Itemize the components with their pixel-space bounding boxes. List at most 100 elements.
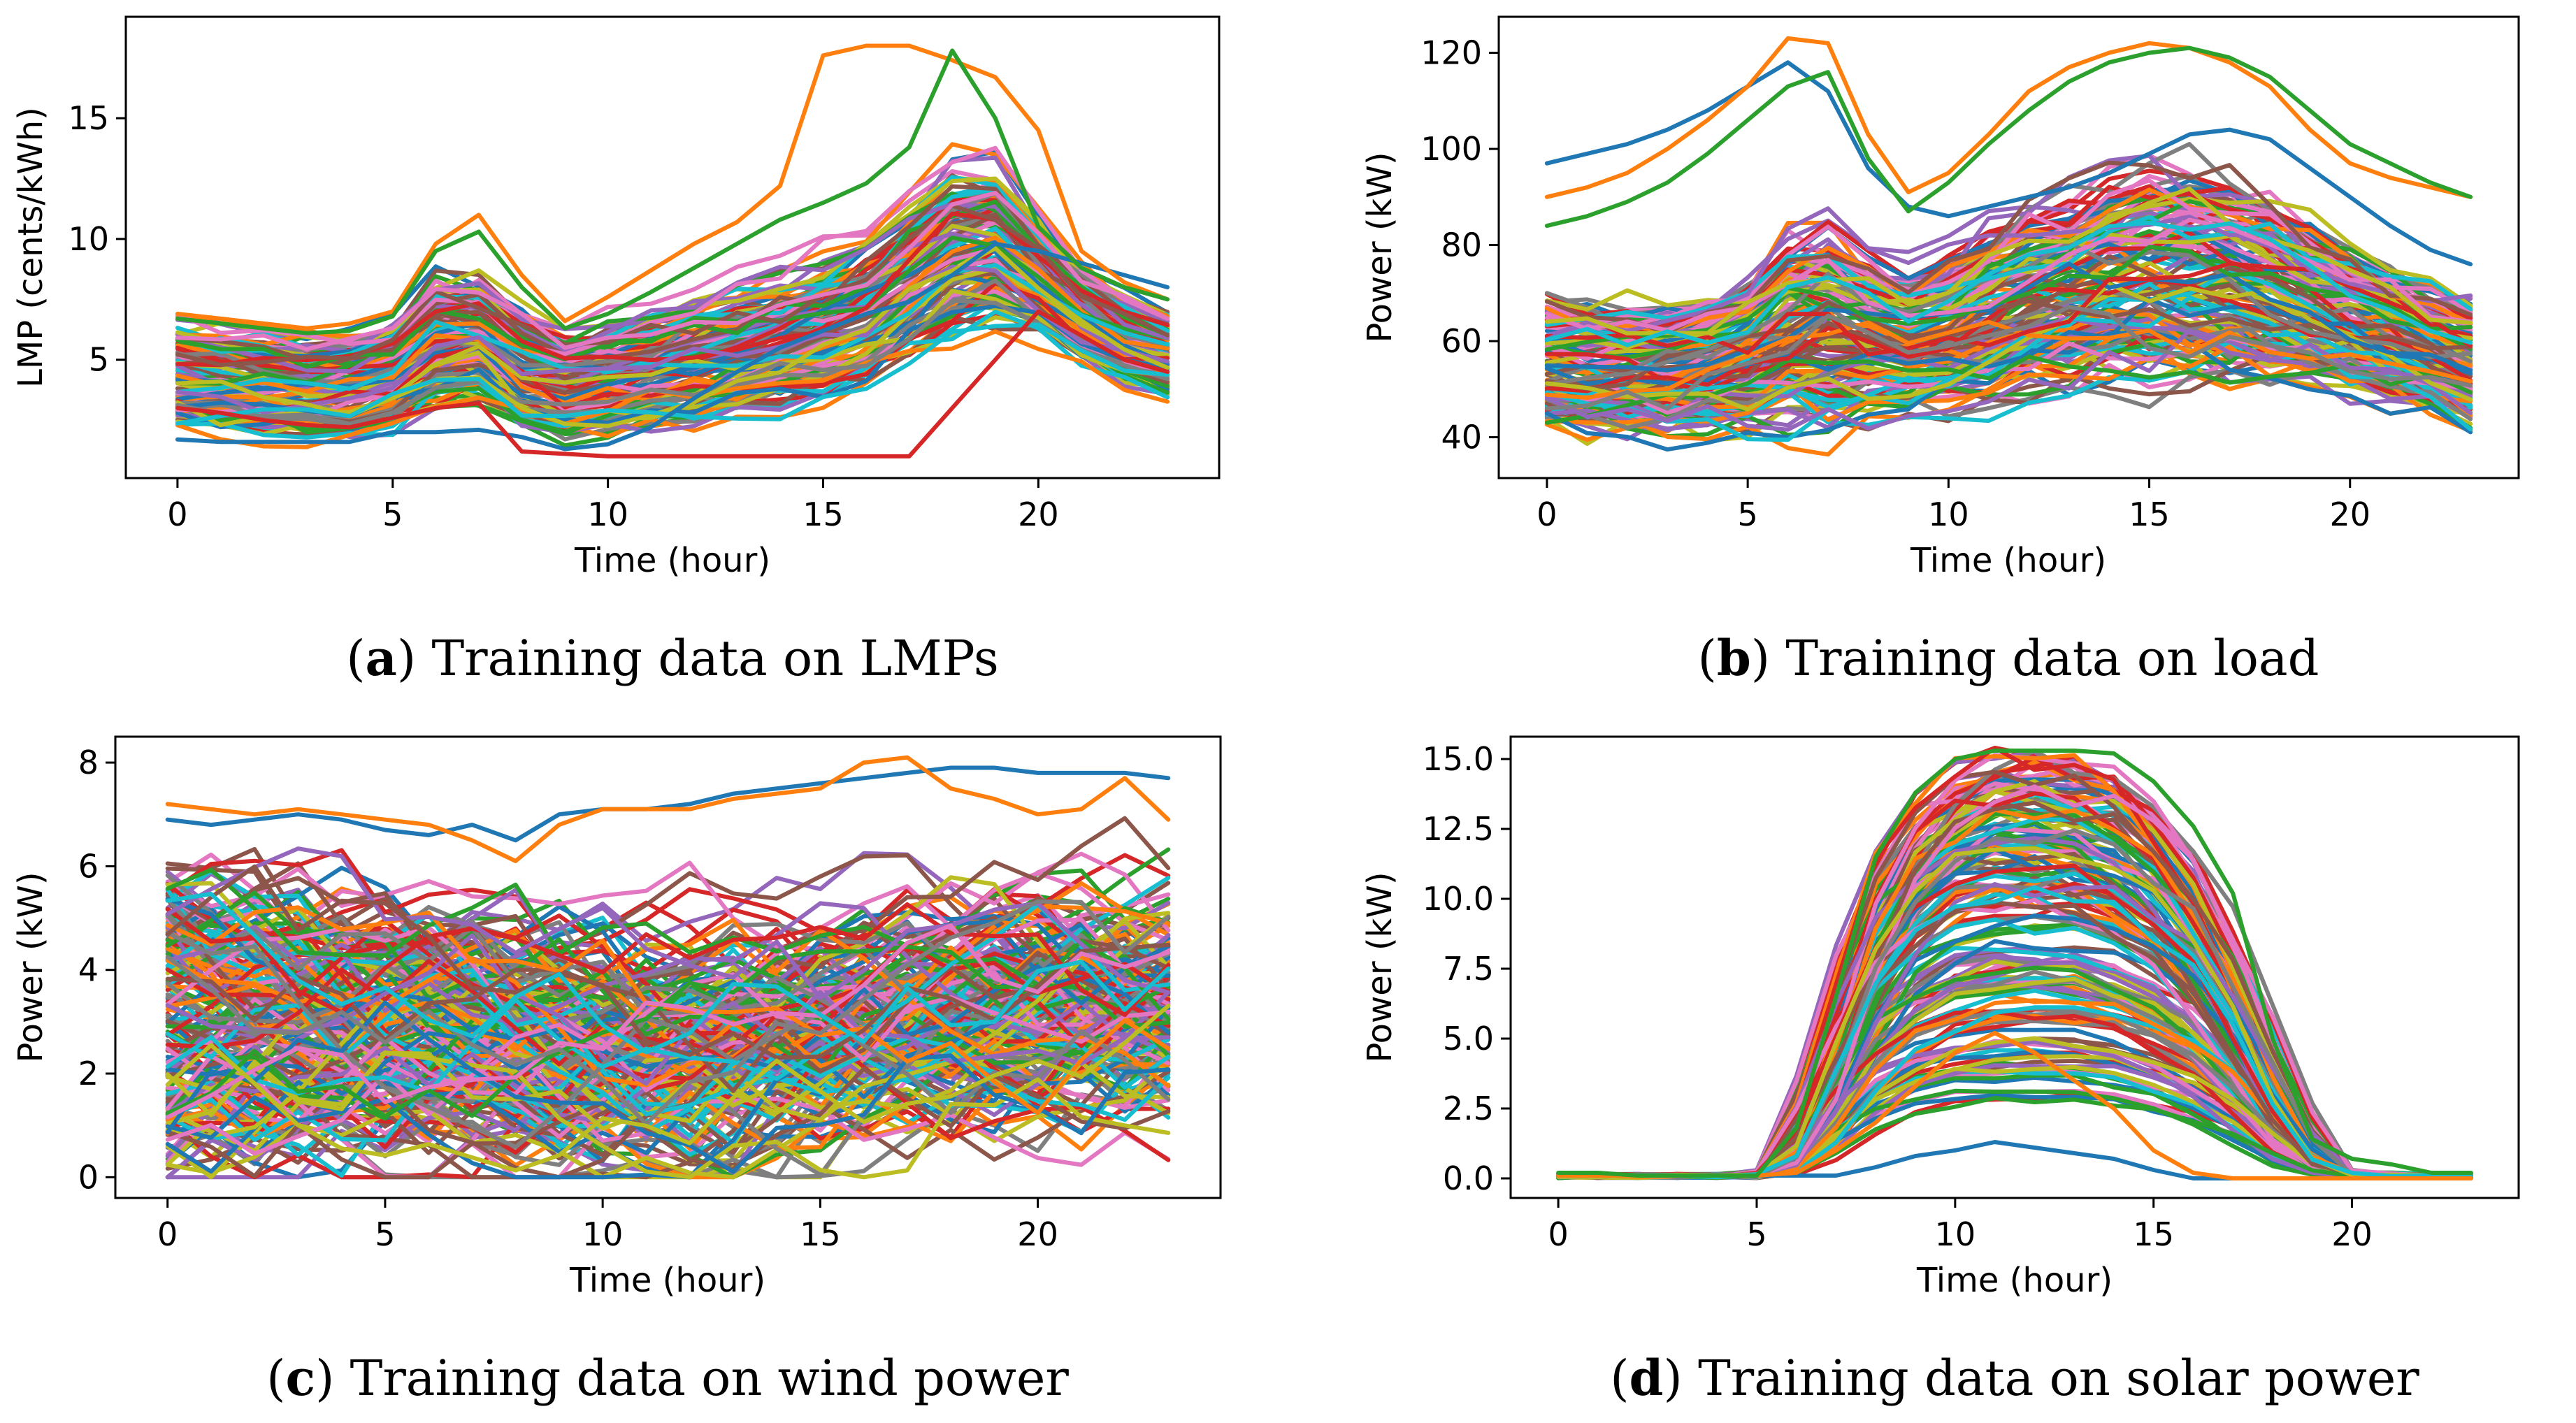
lmp-y-tick-label: 15 — [68, 99, 109, 137]
load-y-label: Power (kW) — [1360, 152, 1399, 342]
load-series-line — [1544, 282, 2473, 412]
load-lines — [1544, 36, 2473, 457]
solar-x-ticks: 0 5 10 15 20 — [1548, 1198, 2373, 1253]
wind-y-tick-label: 6 — [78, 847, 99, 885]
wind-series-line — [165, 765, 1171, 843]
solar-y-tick-label: 15.0 — [1423, 740, 1494, 778]
load-series-line — [1544, 328, 2473, 432]
lmp-caption: (a) Training data on LMPs — [346, 629, 999, 687]
solar-y-tick-label: 5.0 — [1443, 1020, 1494, 1057]
wind-series-line — [165, 939, 1171, 1093]
solar-y-tick-label: 10.0 — [1423, 880, 1494, 918]
wind-y-tick-label: 4 — [78, 951, 99, 989]
lmp-x-tick-label: 15 — [803, 496, 844, 533]
wind-series-line — [165, 902, 1171, 1096]
lmp-series-line — [175, 309, 1170, 458]
wind-series-line — [165, 1000, 1171, 1174]
load-series-line — [1544, 289, 2473, 431]
load-series-line — [1544, 186, 2473, 335]
wind-x-ticks: 0 5 10 15 20 — [157, 1198, 1058, 1253]
wind-series-line — [165, 1006, 1171, 1174]
wind-series-line — [165, 816, 1171, 1079]
load-x-tick-label: 0 — [1537, 496, 1557, 533]
wind-series-line — [165, 899, 1171, 1126]
wind-series-line — [165, 1067, 1171, 1180]
wind-caption-text: Training data on wind power — [350, 1350, 1070, 1407]
solar-y-tick-label: 7.5 — [1443, 950, 1494, 988]
lmp-x-label: Time (hour) — [574, 541, 770, 580]
solar-x-tick-label: 0 — [1548, 1215, 1568, 1253]
wind-x-tick-label: 5 — [375, 1215, 395, 1253]
solar-x-tick-label: 15 — [2133, 1215, 2174, 1253]
solar-caption-letter: d — [1629, 1349, 1664, 1407]
solar-series-line — [1556, 828, 2473, 1180]
solar-caption-text: Training data on solar power — [1698, 1350, 2419, 1407]
load-x-tick-label: 20 — [2329, 496, 2370, 533]
lmp-series-line — [175, 241, 1170, 452]
lmp-x-tick-label: 10 — [587, 496, 628, 533]
load-caption-text: Training data on load — [1785, 630, 2319, 687]
panel-wind: 0 5 10 15 20 0 2 4 6 8 Time (hour) Power (kW) (c… — [11, 735, 1222, 1407]
lmp-series-line — [175, 48, 1170, 335]
lmp-series-line — [175, 264, 1170, 415]
load-series-line — [1544, 305, 2473, 411]
panel-solar: 0 5 10 15 20 0.0 2.5 5.0 7.5 10.0 12.5 15.0 Time (… — [1360, 735, 2520, 1407]
lmp-y-label: LMP (cents/kWh) — [11, 107, 50, 388]
lmp-series-line — [175, 298, 1170, 426]
wind-y-ticks: 0 2 4 6 8 — [78, 744, 115, 1196]
load-y-tick-label: 60 — [1441, 322, 1482, 360]
wind-series-line — [165, 956, 1171, 1088]
wind-series-line — [165, 933, 1171, 1086]
load-series-line — [1544, 36, 2473, 199]
lmp-x-tick-label: 20 — [1018, 496, 1059, 533]
solar-y-ticks: 0.0 2.5 5.0 7.5 10.0 12.5 15.0 — [1423, 740, 1511, 1197]
lmp-series-line — [175, 310, 1170, 440]
load-caption: (b) Training data on load — [1698, 629, 2319, 687]
solar-series-line — [1556, 770, 2473, 1179]
wind-x-tick-label: 15 — [800, 1215, 841, 1253]
load-series-line — [1544, 269, 2473, 410]
solar-y-tick-label: 0.0 — [1443, 1160, 1494, 1197]
wind-series-line — [165, 918, 1171, 1131]
lmp-series-line — [175, 191, 1170, 352]
wind-series-line — [165, 1050, 1171, 1180]
lmp-series-line — [175, 43, 1170, 331]
solar-y-tick-label: 2.5 — [1443, 1090, 1494, 1127]
load-series-line — [1544, 245, 2473, 352]
solar-series-line — [1556, 893, 2473, 1180]
wind-series-line — [165, 1004, 1171, 1173]
load-y-tick-label: 80 — [1441, 226, 1482, 264]
solar-x-tick-label: 20 — [2331, 1215, 2373, 1253]
load-x-tick-label: 5 — [1737, 496, 1757, 533]
load-y-tick-label: 40 — [1441, 419, 1482, 456]
wind-series-line — [165, 1028, 1171, 1180]
solar-x-label: Time (hour) — [1916, 1261, 2113, 1300]
load-y-tick-label: 100 — [1420, 130, 1482, 168]
lmp-series-line — [175, 263, 1170, 394]
solar-axes-frame — [1509, 735, 2520, 1199]
panel-lmp: 0 5 10 15 20 5 10 15 Time (hour) LMP (cents/kW… — [11, 15, 1221, 687]
wind-series-line — [165, 892, 1171, 1055]
wind-series-line — [165, 867, 1171, 1029]
lmp-y-tick-label: 5 — [89, 341, 109, 379]
solar-x-tick-label: 5 — [1746, 1215, 1766, 1253]
lmp-caption-text: Training data on LMPs — [431, 630, 998, 687]
wind-axes-frame — [114, 735, 1222, 1199]
solar-caption: (d) Training data on solar power — [1610, 1349, 2419, 1407]
wind-series-line — [165, 755, 1171, 863]
load-series-line — [1544, 196, 2473, 312]
load-series-line — [1544, 215, 2473, 327]
wind-series-line — [165, 902, 1171, 1018]
wind-x-tick-label: 10 — [582, 1215, 624, 1253]
lmp-caption-letter: a — [366, 629, 397, 687]
wind-y-tick-label: 8 — [78, 744, 99, 781]
load-series-line — [1544, 45, 2473, 229]
wind-series-line — [165, 939, 1171, 1119]
load-series-line — [1544, 187, 2473, 334]
load-caption-letter: b — [1717, 629, 1751, 687]
solar-series-line — [1556, 771, 2473, 1179]
lmp-y-tick-label: 10 — [68, 220, 109, 258]
lmp-axes-frame — [124, 15, 1221, 479]
lmp-x-ticks: 0 5 10 15 20 — [167, 478, 1059, 533]
solar-x-tick-label: 10 — [1935, 1215, 1976, 1253]
